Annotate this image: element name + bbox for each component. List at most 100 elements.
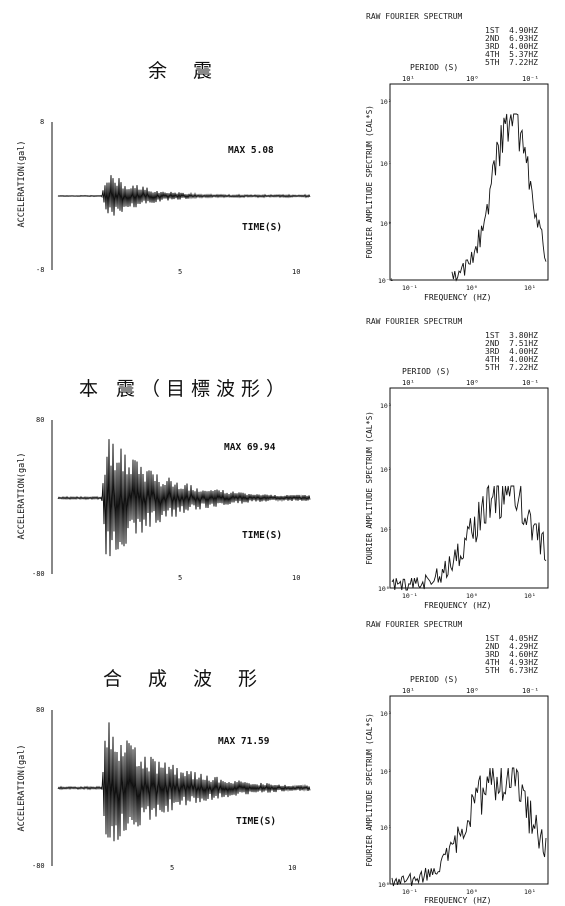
y-axis-label: FOURIER AMPLITUDE SPECTRUM (CAL*S) xyxy=(365,411,374,565)
period-tick-1: 10¹ xyxy=(402,687,415,695)
x-tick-3: 10¹ xyxy=(524,592,536,600)
x-tick-10: 10 xyxy=(288,864,296,872)
peak-frequency-list: 1ST 3.80HZ 2ND 7.51HZ 3RD 4.00HZ 4TH 4.0… xyxy=(485,332,538,372)
y-tick-top: 8 xyxy=(40,118,44,126)
y-axis-label: ACCELERATION(gal) xyxy=(17,453,27,540)
spectrum-heading: RAW FOURIER SPECTRUM xyxy=(366,12,463,21)
y-tick-bottom: -80 xyxy=(32,862,45,870)
y-tick-4: 10⁻¹ xyxy=(378,277,394,285)
period-tick-3: 10⁻¹ xyxy=(522,687,539,695)
acceleration-trace xyxy=(57,439,311,557)
peak-2: 2ND 6.93HZ xyxy=(485,34,538,43)
acceleration-trace xyxy=(57,722,311,842)
x-tick-10: 10 xyxy=(292,268,300,276)
fourier-spectrum-chart: PERIOD (S) 10¹ 10⁰ 10⁻¹ FOURIER AMPLITUD… xyxy=(365,63,549,302)
panel-title: 合 成 波 形 xyxy=(102,668,268,690)
x-tick-1: 10⁻¹ xyxy=(402,888,418,896)
x-tick-2: 10⁰ xyxy=(466,284,478,292)
peak-4: 4TH 4.00HZ xyxy=(485,355,538,364)
max-label: MAX 69.94 xyxy=(224,442,276,453)
svg-text:ACCELERATION(gal): ACCELERATION(gal) xyxy=(17,141,27,228)
panel-title: 本 震（目標波形） xyxy=(78,378,292,400)
x-tick-10: 10 xyxy=(292,574,300,582)
x-tick-3: 10¹ xyxy=(524,888,536,896)
peak-frequency-list: 1ST 4.05HZ 2ND 4.29HZ 3RD 4.60HZ 4TH 4.9… xyxy=(485,635,538,675)
time-label: TIME(S) xyxy=(242,222,282,233)
fourier-spectrum-chart: PERIOD (S) 10¹ 10⁰ 10⁻¹ FOURIER AMPLITUD… xyxy=(365,675,549,905)
spectrum-heading: RAW FOURIER SPECTRUM xyxy=(366,317,463,326)
spectrum-trace xyxy=(451,113,547,282)
x-tick-2: 10⁰ xyxy=(466,888,478,896)
peak-3: 3RD 4.00HZ xyxy=(485,42,538,51)
peak-3: 3RD 4.00HZ xyxy=(485,347,538,356)
period-tick-2: 10⁰ xyxy=(466,75,479,83)
x-axis-label: FREQUENCY (HZ) xyxy=(424,601,491,610)
peak-4: 4TH 5.37HZ xyxy=(485,50,538,59)
x-tick-1: 10⁻¹ xyxy=(402,284,418,292)
svg-text:FOURIER AMPLITUDE SPECTRUM (CA: FOURIER AMPLITUDE SPECTRUM (CAL*S) xyxy=(365,713,374,867)
y-tick-2: 10² xyxy=(380,768,392,776)
svg-text:ACCELERATION(gal): ACCELERATION(gal) xyxy=(17,745,27,832)
waveform-chart: ACCELERATION(gal) 80 -80 MAX 69.94 TIME(… xyxy=(17,416,311,582)
panel-synthetic: 合 成 波 形 ACCELERATION(gal) 80 -80 MAX 71.… xyxy=(0,612,565,906)
peak-2: 2ND 4.29HZ xyxy=(485,642,538,651)
x-tick-5: 5 xyxy=(178,268,182,276)
y-tick-4: 10⁰ xyxy=(378,585,390,593)
waveform-chart: ACCELERATION(gal) 8 -8 MAX 5.08 TIME(S) … xyxy=(17,118,311,276)
peak-1: 1ST 4.90HZ xyxy=(485,26,538,35)
period-tick-2: 10⁰ xyxy=(466,379,479,387)
peak-5: 5TH 7.22HZ xyxy=(485,363,538,372)
peak-5: 5TH 7.22HZ xyxy=(485,58,538,67)
y-tick-3: 10⁰ xyxy=(380,220,392,228)
waveform-chart: ACCELERATION(gal) 80 -80 MAX 71.59 TIME(… xyxy=(17,706,311,872)
x-axis-label: FREQUENCY (HZ) xyxy=(424,293,491,302)
y-tick-3: 10¹ xyxy=(380,526,392,534)
spectrum-trace xyxy=(391,484,547,591)
svg-text:FOURIER AMPLITUDE SPECTRUM (CA: FOURIER AMPLITUDE SPECTRUM (CAL*S) xyxy=(365,105,374,259)
x-tick-5: 5 xyxy=(178,574,182,582)
x-axis-label: FREQUENCY (HZ) xyxy=(424,896,491,905)
period-axis-label: PERIOD (S) xyxy=(410,63,458,72)
y-tick-top: 80 xyxy=(36,706,44,714)
peak-frequency-list: 1ST 4.90HZ 2ND 6.93HZ 3RD 4.00HZ 4TH 5.3… xyxy=(485,27,538,67)
y-tick-bottom: -8 xyxy=(36,266,44,274)
plot-frame xyxy=(389,387,549,589)
period-tick-1: 10¹ xyxy=(402,75,415,83)
period-tick-2: 10⁰ xyxy=(466,687,479,695)
y-tick-2: 10² xyxy=(380,466,392,474)
spectrum-heading: RAW FOURIER SPECTRUM xyxy=(366,620,463,629)
peak-4: 4TH 4.93HZ xyxy=(485,658,538,667)
y-tick-2: 10¹ xyxy=(380,160,392,168)
period-tick-3: 10⁻¹ xyxy=(522,379,539,387)
panel-aftershock: 余 震 ACCELERATION(gal) 8 -8 MAX 5.08 TIME… xyxy=(0,0,565,302)
fourier-spectrum-chart: PERIOD (S) 10¹ 10⁰ 10⁻¹ FOURIER AMPLITUD… xyxy=(365,367,549,610)
max-label: MAX 71.59 xyxy=(218,736,270,747)
y-tick-4: 10⁰ xyxy=(378,881,390,889)
panel-mainshock: 本 震（目標波形） ACCELERATION(gal) 80 -80 MAX 6… xyxy=(0,302,565,612)
y-tick-1: 10² xyxy=(380,98,392,106)
x-tick-5: 5 xyxy=(170,864,174,872)
y-tick-1: 10³ xyxy=(380,710,392,718)
y-axis-label: ACCELERATION(gal) xyxy=(17,745,27,832)
y-tick-top: 80 xyxy=(36,416,44,424)
y-axis-label: FOURIER AMPLITUDE SPECTRUM (CAL*S) xyxy=(365,105,374,259)
time-label: TIME(S) xyxy=(236,816,276,827)
spectrum-trace xyxy=(391,767,547,887)
y-tick-1: 10³ xyxy=(380,402,392,410)
period-axis-label: PERIOD (S) xyxy=(402,367,450,376)
y-tick-3: 10¹ xyxy=(380,824,392,832)
y-tick-bottom: -80 xyxy=(32,570,45,578)
period-tick-3: 10⁻¹ xyxy=(522,75,539,83)
peak-1: 1ST 4.05HZ xyxy=(485,634,538,643)
peak-1: 1ST 3.80HZ xyxy=(485,331,538,340)
x-tick-2: 10⁰ xyxy=(466,592,478,600)
svg-text:ACCELERATION(gal): ACCELERATION(gal) xyxy=(17,453,27,540)
svg-text:FOURIER AMPLITUDE SPECTRUM (CA: FOURIER AMPLITUDE SPECTRUM (CAL*S) xyxy=(365,411,374,565)
time-label: TIME(S) xyxy=(242,530,282,541)
peak-2: 2ND 7.51HZ xyxy=(485,339,538,348)
x-tick-3: 10¹ xyxy=(524,284,536,292)
period-axis-label: PERIOD (S) xyxy=(410,675,458,684)
plot-frame xyxy=(389,695,549,885)
x-tick-1: 10⁻¹ xyxy=(402,592,418,600)
panel-title: 余 震 xyxy=(147,60,223,82)
